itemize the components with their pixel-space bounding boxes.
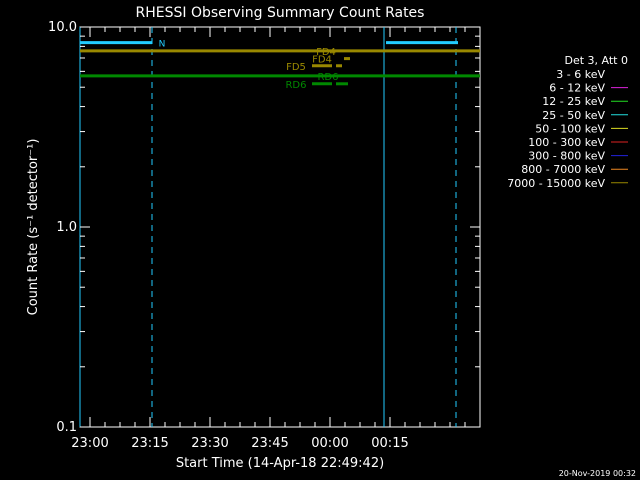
x-tick-label: 23:45 [251,436,288,451]
x-tick-label: 23:15 [131,436,168,451]
legend-entry-label: 3 - 6 keV [556,68,605,81]
y-tick-label: 10.0 [48,20,77,35]
x-tick-label: 00:15 [371,436,408,451]
flag-label: FD5 [286,62,306,73]
legend-entry-label: 100 - 300 keV [528,136,605,149]
y-tick-label: 0.1 [56,420,77,435]
legend-entry-label: 12 - 25 keV [542,95,605,108]
y-axis-label: Count Rate (s⁻¹ detector⁻¹) [26,139,41,316]
x-tick-label: 23:00 [71,436,108,451]
legend-entry-label: 6 - 12 keV [549,82,605,95]
x-tick-label: 00:00 [311,436,348,451]
legend-entry-label: 25 - 50 keV [542,109,605,122]
chart-title: RHESSI Observing Summary Count Rates [136,5,425,21]
legend-entry-label: 800 - 7000 keV [521,163,605,176]
flag-label: RD6 [285,80,306,91]
flag-label: N [159,40,166,50]
footer-timestamp: 20-Nov-2019 00:32 [559,469,636,478]
flag-label: FD4 [312,55,332,66]
flag-label: RD6 [317,72,338,83]
y-tick-label: 1.0 [56,220,77,235]
flag-label: FD4 [316,47,336,58]
legend-entry-label: 7000 - 15000 keV [507,177,605,190]
legend-entry-label: 50 - 100 keV [535,122,605,135]
legend-entry-label: 300 - 800 keV [528,150,605,163]
x-tick-label: 23:30 [191,436,228,451]
x-axis-label: Start Time (14-Apr-18 22:49:42) [176,456,384,471]
legend-title: Det 3, Att 0 [565,54,629,67]
plot-frame [79,26,481,428]
